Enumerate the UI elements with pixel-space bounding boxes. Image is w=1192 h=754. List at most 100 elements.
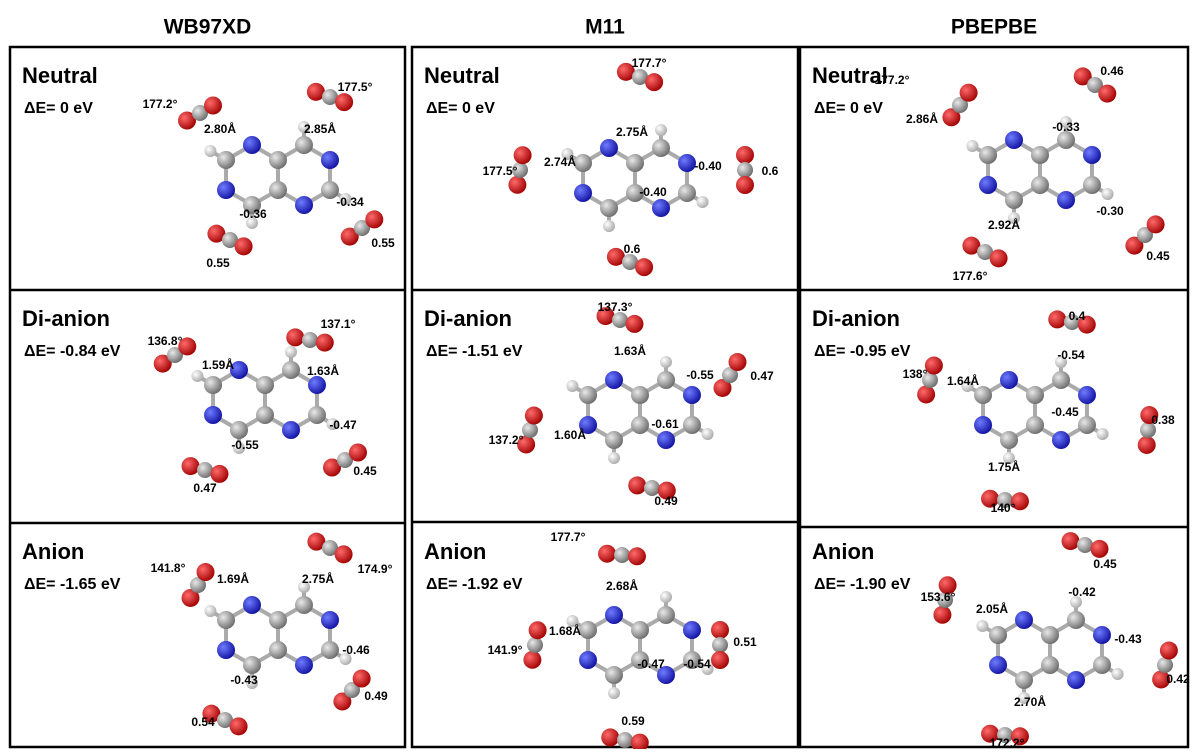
- annotation: 2.75Å: [302, 571, 334, 586]
- atom: [243, 136, 261, 154]
- annotation: 137.3°: [598, 300, 633, 314]
- atom: [605, 431, 623, 449]
- annotation: 177.5°: [338, 80, 373, 94]
- atom: [712, 637, 728, 653]
- state-label: Di-anion: [424, 306, 512, 331]
- atom: [1005, 191, 1023, 209]
- atom: [678, 154, 696, 172]
- annotation: -0.55: [231, 438, 259, 452]
- atom: [917, 385, 935, 403]
- atom: [600, 199, 618, 217]
- annotation: 0.45: [353, 464, 377, 478]
- annotation: 1.64Å: [947, 373, 979, 388]
- atom: [612, 312, 628, 328]
- atom: [335, 93, 353, 111]
- atom: [605, 606, 623, 624]
- atom: [1097, 428, 1109, 440]
- atom: [683, 386, 701, 404]
- method-header: WB97XD: [164, 16, 252, 39]
- annotation: -0.47: [637, 657, 665, 671]
- atom: [1093, 626, 1111, 644]
- atom: [652, 139, 670, 157]
- annotation: 0.55: [206, 256, 230, 270]
- atom: [605, 371, 623, 389]
- atom: [321, 641, 339, 659]
- atom: [711, 651, 729, 669]
- atom: [1015, 611, 1033, 629]
- atom: [925, 357, 943, 375]
- atom: [628, 476, 646, 494]
- atom: [243, 596, 261, 614]
- atom: [605, 666, 623, 684]
- atom: [608, 687, 620, 699]
- annotation: -0.55: [686, 368, 714, 382]
- annotation: 2.70Å: [1014, 694, 1046, 709]
- annotation: -0.47: [329, 418, 357, 432]
- atom: [711, 621, 729, 639]
- annotation: -0.54: [683, 657, 711, 671]
- atom: [210, 465, 228, 483]
- atom: [966, 140, 978, 152]
- annotation: 1.63Å: [614, 343, 646, 358]
- atom: [657, 606, 675, 624]
- energy-label: ΔE= -1.92 eV: [426, 576, 523, 593]
- annotation: -0.34: [336, 195, 364, 209]
- atom: [974, 386, 992, 404]
- atom: [295, 136, 313, 154]
- atom: [230, 421, 248, 439]
- atom: [1078, 386, 1096, 404]
- atom: [1138, 436, 1156, 454]
- atom: [243, 656, 261, 674]
- annotation: 0.49: [364, 689, 388, 703]
- annotation: 137.1°: [321, 317, 356, 331]
- atom: [217, 181, 235, 199]
- annotation: -0.36: [239, 207, 267, 221]
- atom: [204, 406, 222, 424]
- atom: [217, 611, 235, 629]
- annotation: 0.47: [750, 369, 774, 383]
- atom: [737, 162, 753, 178]
- atom: [235, 237, 253, 255]
- atom: [256, 406, 274, 424]
- annotation: 0.55: [371, 236, 395, 250]
- atom: [1067, 671, 1085, 689]
- energy-label: ΔE= -0.95 eV: [814, 343, 911, 360]
- atom: [1102, 188, 1114, 200]
- annotation: 0.49: [654, 494, 678, 508]
- atom: [1052, 431, 1070, 449]
- annotation: 177.2°: [143, 97, 178, 111]
- atom: [579, 651, 597, 669]
- annotation: 1.63Å: [307, 363, 339, 378]
- atom: [302, 332, 318, 348]
- atom: [525, 407, 543, 425]
- atom: [574, 184, 592, 202]
- atom: [269, 181, 287, 199]
- atom: [989, 626, 1007, 644]
- atom: [1000, 371, 1018, 389]
- atom: [204, 97, 222, 115]
- annotation: -0.42: [1068, 585, 1096, 599]
- atom: [1112, 668, 1124, 680]
- atom: [960, 84, 978, 102]
- annotation: 136.8°: [148, 334, 183, 348]
- energy-label: ΔE= 0 eV: [814, 100, 883, 117]
- atom: [736, 146, 754, 164]
- method-header: M11: [585, 16, 625, 39]
- annotation: 2.74Å: [544, 154, 576, 169]
- atom: [1057, 191, 1075, 209]
- annotation: 0.4: [1069, 309, 1086, 323]
- annotation: 0.6: [762, 164, 779, 178]
- annotation: 0.45: [1146, 249, 1170, 263]
- atom: [614, 547, 630, 563]
- atom: [566, 380, 578, 392]
- atom: [514, 146, 532, 164]
- atom: [321, 151, 339, 169]
- atom: [1083, 146, 1101, 164]
- atom: [335, 545, 353, 563]
- atom: [1067, 611, 1085, 629]
- atom: [321, 611, 339, 629]
- state-label: Di-anion: [812, 306, 900, 331]
- atom: [282, 421, 300, 439]
- annotation: 153.6°: [921, 590, 956, 604]
- annotation: -0.43: [1114, 632, 1142, 646]
